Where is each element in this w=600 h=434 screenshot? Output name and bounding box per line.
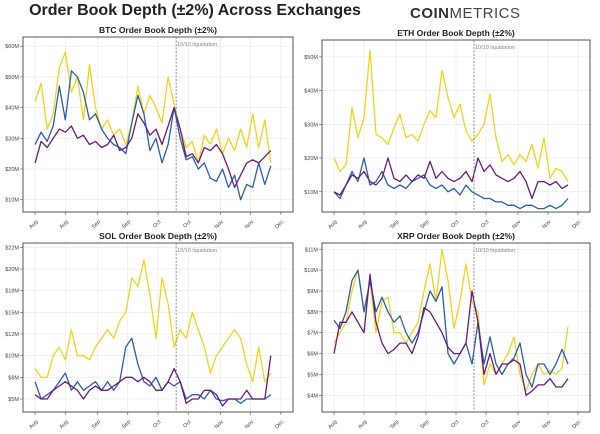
series-line-blue (34, 337, 272, 404)
y-tick-label: $10M (304, 190, 318, 196)
panel-xrp: XRP Order Book Depth (±2%) $4M $5M $6M $7M $8… (304, 231, 591, 430)
x-tick-label: Oct (450, 219, 461, 230)
panel-title: SOL Order Book Depth (±2%) (99, 231, 217, 241)
x-tick-label: Aug (357, 219, 368, 230)
panel-title: XRP Order Book Depth (±2%) (397, 231, 515, 241)
y-tick-label: $60M (5, 44, 19, 50)
panel-sol: SOL Order Book Depth (±2%) $5M $8M $10M $12M… (5, 231, 294, 430)
y-tick-label: $30M (5, 136, 19, 142)
y-tick-label: $50M (304, 55, 318, 61)
x-tick-label: Oct (152, 219, 163, 230)
y-tick-label: $7M (307, 331, 318, 337)
x-tick-label: Dec (571, 219, 582, 230)
x-tick-label: Oct (450, 419, 461, 430)
liquidation-event-label: 10/10 liquidation (177, 248, 217, 254)
x-tick-label: Oct (152, 419, 163, 430)
x-tick-label: Aug (327, 219, 338, 230)
y-tick-label: $40M (5, 106, 19, 112)
panel-title: BTC Order Book Depth (±2%) (99, 25, 217, 35)
x-tick-label: Sep (419, 219, 430, 230)
figure-title: Order Book Depth (±2%) Across Exchanges (29, 2, 361, 19)
y-tick-label: $20M (5, 167, 19, 173)
x-tick-label: Sep (121, 219, 132, 230)
x-tick-label: Nov (214, 219, 225, 230)
series-line-yellow (333, 49, 569, 182)
x-tick-label: Sep (91, 219, 102, 230)
y-tick-label: $6M (307, 352, 318, 358)
series-line-purple (333, 273, 569, 396)
liquidation-event-label: 10/10 liquidation (177, 42, 217, 48)
y-tick-label: $8M (8, 375, 19, 381)
series-line-yellow (34, 51, 272, 164)
x-tick-label: Oct (480, 419, 491, 430)
x-tick-label: Aug (28, 419, 39, 430)
y-tick-label: $22M (5, 245, 19, 251)
x-tick-label: Nov (511, 219, 522, 230)
series-line-blue (34, 70, 272, 201)
series-line-purple (34, 106, 272, 189)
x-tick-label: Aug (357, 419, 368, 430)
logo-bold-text: COIN (410, 5, 450, 22)
y-tick-label: $10M (5, 198, 19, 204)
y-tick-label: $18M (5, 289, 19, 295)
x-tick-label: Sep (419, 419, 430, 430)
coinmetrics-logo: COINMETRICS (410, 5, 521, 22)
x-tick-label: Aug (28, 219, 39, 230)
x-tick-label: Aug (59, 419, 70, 430)
x-tick-label: Aug (327, 419, 338, 430)
x-tick-label: Dec (571, 419, 582, 430)
x-tick-label: Sep (389, 219, 400, 230)
series-line-purple (34, 355, 272, 407)
plot-frame (22, 36, 294, 213)
y-tick-label: $5M (8, 397, 19, 403)
series-line-yellow (34, 259, 272, 383)
x-tick-label: Sep (389, 419, 400, 430)
plot-frame (22, 242, 294, 413)
plot-frame (321, 242, 591, 413)
y-tick-label: $11M (305, 247, 319, 253)
y-tick-label: $5M (307, 372, 318, 378)
series-line-blue (333, 157, 569, 210)
x-tick-label: Dec (274, 219, 285, 230)
x-tick-label: Nov (244, 419, 255, 430)
logo-light-text: METRICS (449, 5, 521, 22)
x-tick-label: Sep (91, 419, 102, 430)
x-tick-label: Oct (182, 419, 193, 430)
x-tick-label: Oct (480, 219, 491, 230)
panel-title: ETH Order Book Depth (±2%) (397, 28, 515, 38)
y-tick-label: $4M (307, 393, 318, 399)
x-tick-label: Nov (541, 419, 552, 430)
y-tick-label: $20M (304, 156, 318, 162)
x-tick-label: Nov (244, 219, 255, 230)
y-tick-label: $9M (307, 289, 318, 295)
series-line-purple (333, 157, 569, 200)
y-tick-label: $30M (304, 122, 318, 128)
y-tick-label: $20M (5, 267, 19, 273)
x-tick-label: Nov (214, 419, 225, 430)
y-tick-label: $50M (5, 75, 19, 81)
liquidation-event-label: 10/10 liquidation (475, 248, 515, 254)
y-tick-label: $40M (304, 89, 318, 95)
x-tick-label: Oct (182, 219, 193, 230)
y-tick-label: $12M (5, 332, 19, 338)
x-tick-label: Dec (274, 419, 285, 430)
y-tick-label: $8M (307, 310, 318, 316)
x-tick-label: Sep (121, 419, 132, 430)
x-tick-label: Nov (541, 219, 552, 230)
liquidation-event-label: 10/10 liquidation (475, 45, 515, 51)
panel-btc: BTC Order Book Depth (±2%) $10M $20M $30M $4… (5, 25, 294, 230)
x-tick-label: Aug (59, 219, 70, 230)
y-tick-label: $15M (5, 310, 19, 316)
y-tick-label: $10M (5, 354, 19, 360)
series-line-yellow (333, 248, 569, 392)
x-tick-label: Nov (511, 419, 522, 430)
panel-eth: ETH Order Book Depth (±2%) $10M $20M $30M $4… (304, 28, 591, 230)
y-tick-label: $10M (304, 268, 318, 274)
plot-frame (321, 39, 591, 213)
